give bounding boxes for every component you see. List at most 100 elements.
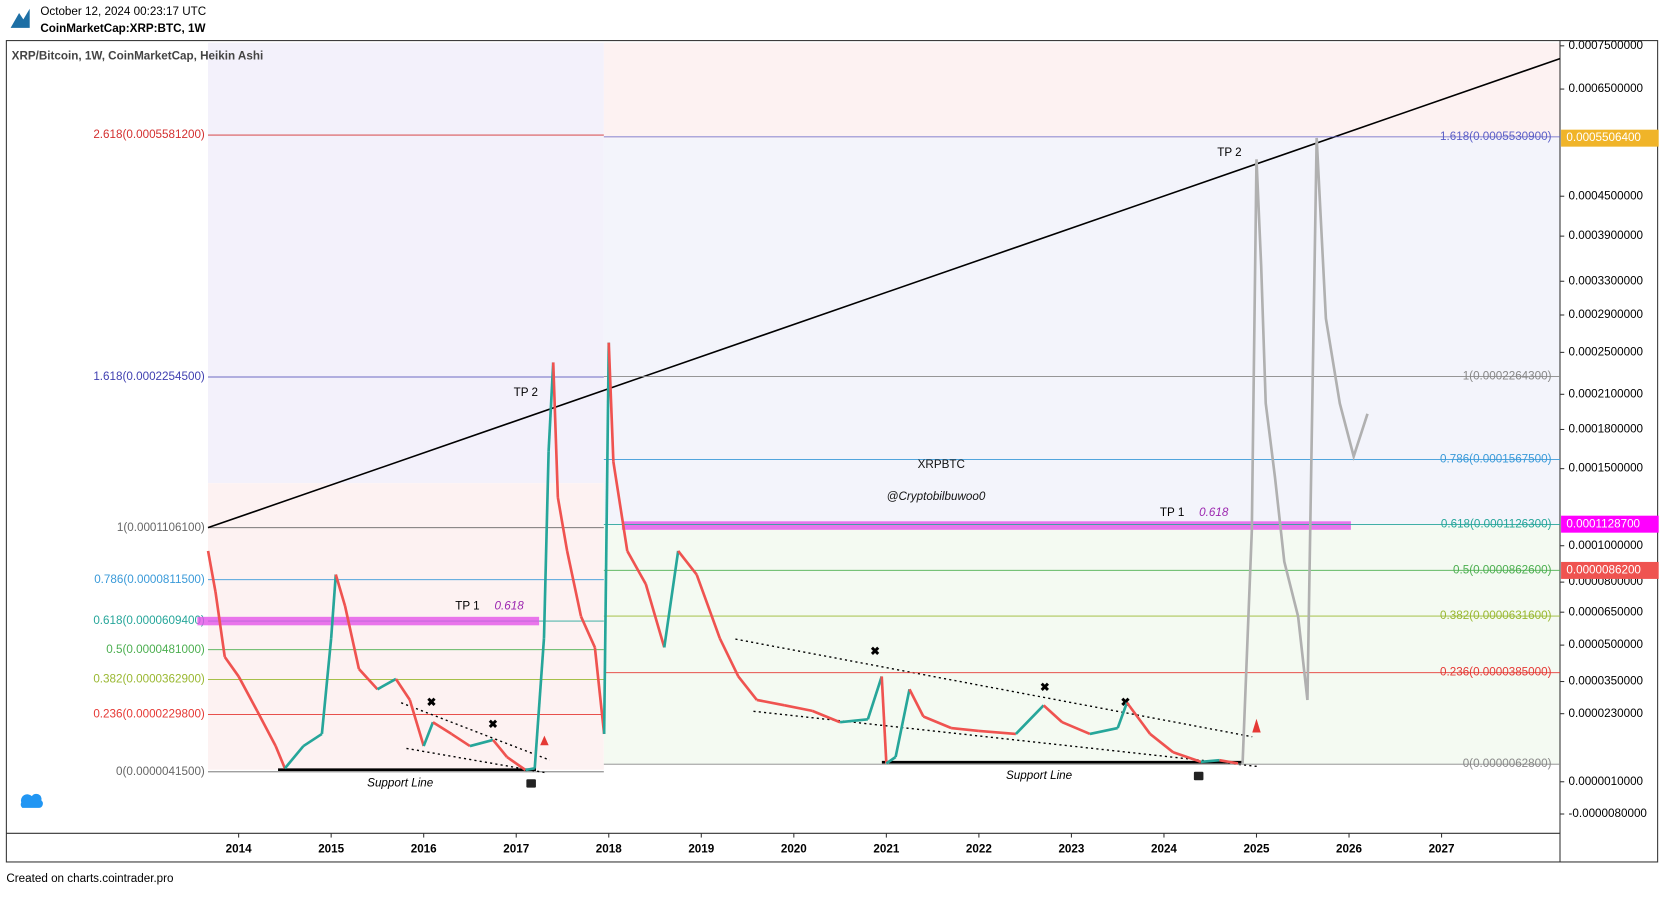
price-segment [237,675,259,712]
y-tick-label: 0.0001500000 [1568,462,1643,475]
plot: 1.618(0.0005530900) 1(0.0002264300) 0.786(… [206,130,1560,772]
x-tick-label: 2025 [1244,842,1270,855]
x-tick-label: 2019 [688,842,714,855]
price-segment [885,755,897,765]
price-segment [432,721,453,736]
price-segment [283,745,305,770]
y-tick-label: 0.0007500000 [1568,39,1643,52]
x-tick-label: 2017 [503,842,529,855]
price-segment [1042,704,1064,724]
price-segment [1116,702,1129,729]
price-segment [978,729,1017,736]
x-tick-label: 2022 [966,842,992,855]
price-segment [302,732,323,748]
price-marker-label: 0.0000086200 [1566,564,1641,577]
fib-label: 0(0.0000041500) [116,765,205,778]
price-marker [1561,515,1659,533]
price-segment [255,710,277,747]
y-tick-label: -0.0000080000 [1568,807,1647,820]
price-segment [718,637,740,678]
tp-zone [197,616,540,626]
svg-text:✖: ✖ [427,696,437,709]
x-tick-label: 2015 [318,842,344,855]
price-segment [422,721,435,747]
price-segment [214,591,227,658]
price-segment [695,574,722,639]
price-segment [677,550,698,576]
y-tick-label: 0.0000650000 [1568,605,1643,618]
x-tick-label: 2027 [1429,842,1455,855]
x-tick-label: 2018 [596,842,622,855]
x-tick-label: 2016 [411,842,437,855]
price-segment [1089,726,1118,736]
price-segment [894,689,911,758]
y-tick-label: 0.0000350000 [1568,675,1643,688]
price-segment [784,704,813,713]
fib-label: 1.618(0.0002254500) [93,370,205,383]
price-segment [1125,701,1152,735]
annotation: Support Line [1006,769,1073,782]
header-symbol: CoinMarketCap:XRP:BTC, 1W [40,22,205,35]
price-segment [492,739,509,758]
price-marker [1561,561,1659,579]
price-segment [1200,758,1220,764]
logo [10,8,30,28]
y-tick-label: 0.0001000000 [1568,539,1643,552]
price-segment [533,638,546,769]
price-segment [469,738,494,748]
annotation: 0.618 [495,599,525,612]
price-segment [922,715,952,730]
price-segment [357,668,379,691]
price-segment [866,676,883,720]
header-date: October 12, 2024 00:23:17 UTC [40,5,206,18]
price-segment [756,698,785,707]
price-segment [950,726,980,733]
price-segment [565,550,583,617]
fib-label: 1(0.0002264300) [1463,370,1552,383]
y-tick-label: 0.0003300000 [1568,274,1643,287]
fib-label: 1(0.0001106100) [117,521,205,534]
fib-label: 0.5(0.0000481000) [106,643,205,656]
x-tick-label: 2023 [1058,842,1084,855]
price-segment [839,718,868,724]
check-icon [1193,771,1204,781]
price-segment [556,497,569,552]
price-segment [408,699,425,747]
x-tick-label: 2020 [781,842,807,855]
price-segment [334,574,347,607]
price-segment [1014,704,1045,735]
annotation: Support Line [367,777,434,790]
price-segment [880,676,888,764]
fib-label: 0.618(0.0001126300) [1441,518,1552,531]
price-segment [579,615,597,648]
price-segment [602,342,611,734]
y-tick-label: 0.0002500000 [1568,345,1643,358]
price-marker [1561,129,1659,147]
price-segment [320,638,333,735]
y-tick-label: 0.0000010000 [1568,775,1643,788]
fib-label: 2.618(0.0005581200) [93,128,205,141]
price-segment [1061,720,1091,736]
price-segment [223,656,240,678]
annotation: TP 2 [514,386,538,399]
x-tick-label: 2024 [1151,842,1177,855]
fib-label: 0.786(0.0001567500) [1440,453,1552,466]
price-segment [1172,751,1202,764]
footer: Created on charts.cointrader.pro [6,872,173,885]
y-tick-label: 0.0000500000 [1568,638,1643,651]
svg-text:✖: ✖ [488,718,498,731]
zone-right-mid [603,138,1560,526]
price-segment [908,688,925,718]
zone-left-top [208,42,604,484]
fib-label: 0(0.0000062800) [1463,757,1552,770]
fib-label: 0.786(0.0000811500) [94,573,205,586]
price-segment [626,550,647,585]
y-tick-label: 0.0004500000 [1568,189,1643,202]
price-segment [274,745,287,769]
fib-label: 0.382(0.0000631600) [1440,609,1552,622]
fib-left: 2.618(0.0005581200) 1.618(0.0002254500) 1(… [93,128,604,778]
zone-right-bottom [603,525,1560,765]
y-tick-label: 0.0000230000 [1568,707,1643,720]
price-segment [206,550,217,593]
